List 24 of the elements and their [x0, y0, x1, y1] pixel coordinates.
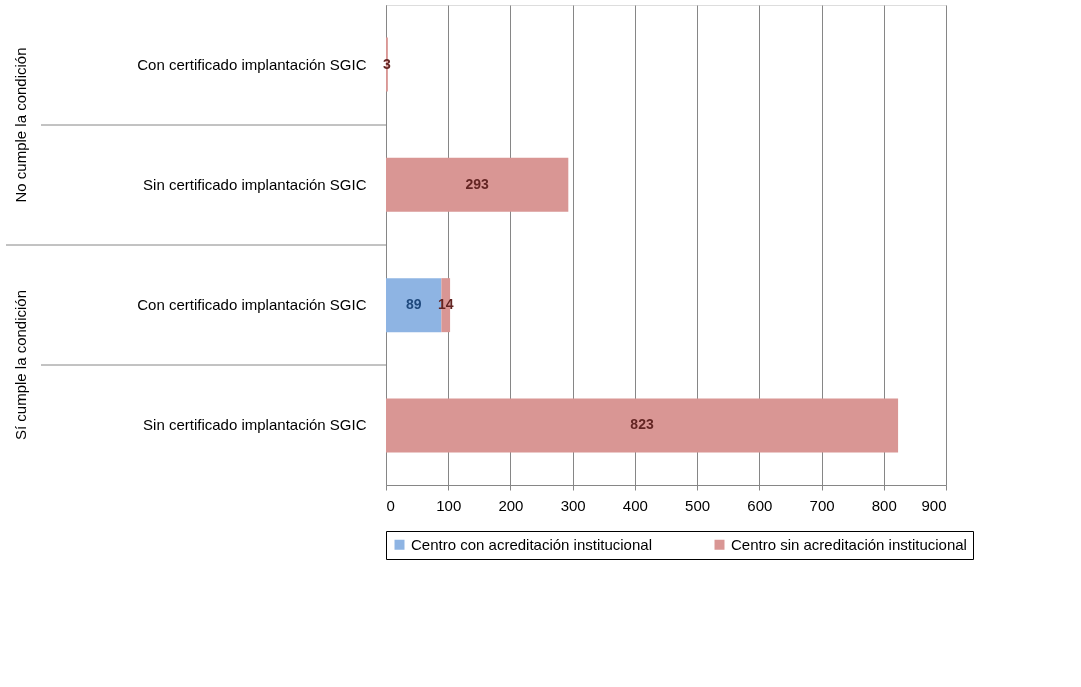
x-tick-label: 600 — [747, 496, 773, 514]
x-tick-label: 300 — [560, 496, 586, 514]
text: No cumple la condición — [12, 47, 29, 203]
y-tick-label: Con certificado implantación SGIC — [137, 55, 367, 73]
x-tick-label: 100 — [436, 496, 462, 514]
legend-label: Centro sin acreditación institucional — [731, 535, 967, 553]
x-tick-label: 500 — [685, 496, 711, 514]
legend-label: Centro con acreditación institucional — [411, 535, 652, 553]
x-tick-label: 200 — [498, 496, 524, 514]
x-tick-label: 400 — [622, 496, 648, 514]
x-tick-label: 0 — [386, 496, 395, 514]
x-tick-label: 700 — [809, 496, 835, 514]
data-label: 89 — [405, 296, 422, 313]
bar — [386, 398, 899, 453]
text: Sí cumple la condición — [12, 289, 29, 441]
x-tick-label: 800 — [871, 496, 897, 514]
x-tick-label: 900 — [921, 496, 947, 514]
y-tick-label: Sin certificado implantación SGIC — [143, 416, 367, 434]
y-tick-label: Con certificado implantación SGIC — [137, 296, 367, 314]
bar — [386, 157, 569, 212]
data-label: 823 — [630, 416, 654, 433]
y-tick-label: Sin certificado implantación SGIC — [143, 175, 367, 193]
data-label: 293 — [465, 175, 490, 192]
data-label: 3 — [383, 55, 392, 72]
